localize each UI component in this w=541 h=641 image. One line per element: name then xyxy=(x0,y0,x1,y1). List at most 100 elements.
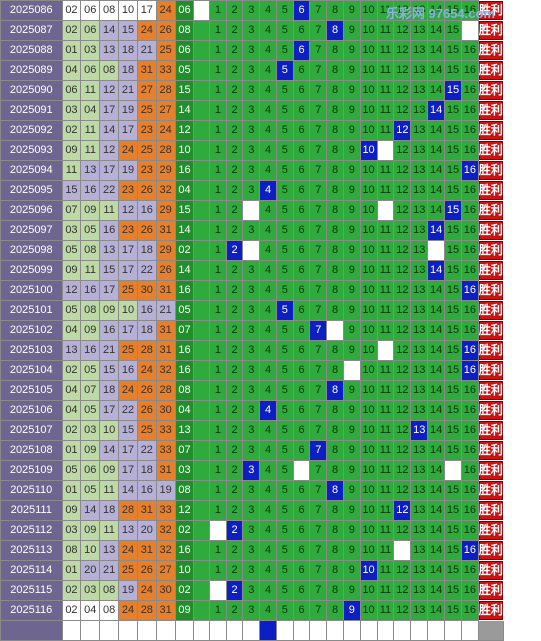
red-ball-number: 14 xyxy=(118,480,138,501)
trend-cell: 10 xyxy=(359,440,378,461)
trend-cell: 13 xyxy=(410,80,429,101)
trend-cell: 15 xyxy=(444,100,462,121)
red-ball-number: 31 xyxy=(136,60,157,81)
trend-blank-cell xyxy=(225,620,244,641)
trend-blank-cell xyxy=(209,520,227,541)
trend-cell: 3 xyxy=(242,360,261,381)
trend-cell: 6 xyxy=(292,580,311,601)
trend-cell: 11 xyxy=(376,240,395,261)
trend-cell: 15 xyxy=(444,160,462,181)
trend-cell: 13 xyxy=(410,200,429,221)
trend-cell: 12 xyxy=(393,260,412,281)
trend-hit-cell: 5 xyxy=(275,60,294,81)
trend-cell: 16 xyxy=(460,520,479,541)
trend-cell: 12 xyxy=(393,440,412,461)
blue-ball-number: 04 xyxy=(174,180,195,201)
red-ball-number: 16 xyxy=(80,340,101,361)
trend-cell: 16 xyxy=(460,440,479,461)
trend-cell: 1 xyxy=(209,200,227,221)
trend-cell xyxy=(193,180,211,201)
trend-cell: 12 xyxy=(393,20,412,41)
trend-hit-cell: 2 xyxy=(225,580,244,601)
issue-number: 2025099 xyxy=(0,260,63,281)
trend-cell: 11 xyxy=(376,300,395,321)
trend-cell: 5 xyxy=(275,260,294,281)
trend-cell: 6 xyxy=(292,180,311,201)
trend-cell: 6 xyxy=(292,320,311,341)
trend-cell: 5 xyxy=(275,340,294,361)
trend-hit-cell: 16 xyxy=(460,540,479,561)
red-ball-number: 14 xyxy=(99,120,120,141)
trend-cell: 4 xyxy=(259,440,277,461)
trend-hit-cell: 9 xyxy=(342,600,361,621)
trend-cell xyxy=(193,140,211,161)
red-ball-number: 27 xyxy=(155,100,176,121)
red-ball-number: 13 xyxy=(99,40,120,61)
red-ball-number: 11 xyxy=(99,200,120,221)
trend-cell xyxy=(193,480,211,501)
red-ball-number: 15 xyxy=(61,180,82,201)
trend-hit-cell: 12 xyxy=(393,500,412,521)
trend-cell: 1 xyxy=(209,140,227,161)
red-ball-number: 28 xyxy=(155,80,176,101)
trend-blank-cell xyxy=(376,620,395,641)
red-ball-number: 02 xyxy=(61,360,82,381)
trend-cell: 14 xyxy=(427,200,446,221)
trend-cell: 5 xyxy=(275,560,294,581)
trend-cell: 13 xyxy=(410,40,429,61)
red-ball-number: 11 xyxy=(80,260,101,281)
trend-cell: 12 xyxy=(393,280,412,301)
trend-cell: 3 xyxy=(242,300,261,321)
trend-cell: 2 xyxy=(225,400,244,421)
trend-cell: 15 xyxy=(444,400,462,421)
trend-cell: 13 xyxy=(410,460,429,481)
red-ball-number: 18 xyxy=(99,500,120,521)
trend-cell: 9 xyxy=(342,400,361,421)
trend-cell: 7 xyxy=(309,20,328,41)
table-row: 2025096 07 09 11 12 16 29 15 1 2 4 5 6 7 8 9 10 12 13 14 15 1… xyxy=(0,200,541,221)
red-ball-number: 14 xyxy=(99,20,120,41)
red-ball-number: 24 xyxy=(136,20,157,41)
trend-cell: 9 xyxy=(342,540,361,561)
trend-cell: 16 xyxy=(460,480,479,501)
red-ball-number: 14 xyxy=(99,440,120,461)
red-ball-number: 10 xyxy=(80,540,101,561)
issue-number: 2025108 xyxy=(0,440,63,461)
trend-cell: 4 xyxy=(259,420,277,441)
trend-cell: 4 xyxy=(259,320,277,341)
trend-cell: 1 xyxy=(209,120,227,141)
result-badge: 胜利 xyxy=(477,80,504,101)
trend-cell: 7 xyxy=(309,40,328,61)
trend-cell xyxy=(193,240,211,261)
trend-cell: 15 xyxy=(444,560,462,581)
trend-cell: 13 xyxy=(410,180,429,201)
trend-cell: 3 xyxy=(242,480,261,501)
trend-cell: 6 xyxy=(292,200,311,221)
trend-cell: 13 xyxy=(410,520,429,541)
trend-cell: 12 xyxy=(393,100,412,121)
red-ball-number: 09 xyxy=(99,460,120,481)
trend-cell: 2 xyxy=(225,340,244,361)
trend-cell: 3 xyxy=(242,280,261,301)
trend-hit-cell: 16 xyxy=(460,280,479,301)
trend-cell: 7 xyxy=(309,220,328,241)
trend-hit-cell: 14 xyxy=(427,100,446,121)
trend-blank-cell xyxy=(444,460,462,481)
trend-cell: 16 xyxy=(460,300,479,321)
trend-cell: 4 xyxy=(259,40,277,61)
red-ball-number: 26 xyxy=(136,220,157,241)
trend-cell xyxy=(193,400,211,421)
trend-cell: 14 xyxy=(427,360,446,381)
trend-cell: 1 xyxy=(209,500,227,521)
result-badge: 胜利 xyxy=(477,540,504,561)
trend-cell: 14 xyxy=(427,440,446,461)
trend-cell: 8 xyxy=(326,420,344,441)
trend-cell: 1 xyxy=(209,160,227,181)
table-row: 2025095 15 16 22 23 26 32 04 1 2 3 4 5 6 7 8 9 10 11 12 13 14… xyxy=(0,180,541,201)
trend-cell: 6 xyxy=(292,120,311,141)
trend-cell: 1 xyxy=(209,540,227,561)
red-ball-number: 08 xyxy=(99,0,120,21)
trend-cell: 10 xyxy=(359,160,378,181)
trend-cell: 3 xyxy=(242,100,261,121)
result-badge: 胜利 xyxy=(477,600,504,621)
